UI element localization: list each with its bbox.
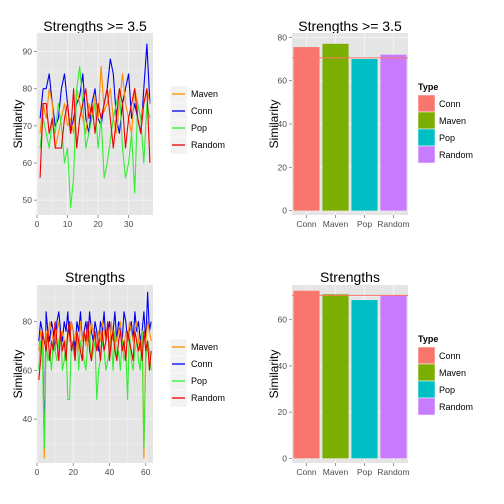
y-tick-label: 40 bbox=[23, 414, 33, 424]
legend-label: Pop bbox=[191, 376, 207, 386]
y-tick-label: 60 bbox=[278, 76, 288, 86]
chart-title: Strengths bbox=[320, 269, 380, 285]
legend-title: Type bbox=[418, 82, 438, 92]
x-tick-label: Pop bbox=[357, 467, 372, 477]
bar-conn bbox=[293, 47, 320, 211]
series-line-pop bbox=[38, 330, 152, 449]
x-tick-label: 30 bbox=[124, 219, 134, 229]
bar-maven bbox=[322, 294, 349, 459]
chart-panel-4: Strengths Similarity 0 20 40 60 Conn Maven Pop Ra… bbox=[267, 269, 473, 477]
x-tick-label: Random bbox=[377, 467, 409, 477]
legend-label: Random bbox=[439, 150, 473, 160]
y-tick-label: 60 bbox=[23, 158, 33, 168]
legend-label: Pop bbox=[191, 123, 207, 133]
gridlines bbox=[36, 32, 153, 215]
chart-title: Strengths >= 3.5 bbox=[43, 18, 147, 34]
y-tick-label: 80 bbox=[23, 317, 33, 327]
legend-label: Conn bbox=[191, 106, 213, 116]
legend-swatch-pop bbox=[417, 380, 436, 399]
legend-label: Maven bbox=[439, 116, 466, 126]
y-tick-label: 60 bbox=[23, 365, 33, 375]
legend-label: Random bbox=[191, 140, 225, 150]
y-axis-label: Similarity bbox=[11, 100, 25, 149]
legend-label: Pop bbox=[439, 133, 455, 143]
legend-swatch-maven bbox=[417, 363, 436, 382]
y-tick-label: 0 bbox=[282, 453, 287, 463]
legend-title: Type bbox=[418, 334, 438, 344]
y-tick-label: 20 bbox=[278, 407, 288, 417]
chart-title: Strengths >= 3.5 bbox=[298, 18, 402, 34]
x-tick-label: Conn bbox=[296, 467, 317, 477]
legend-label: Maven bbox=[439, 368, 466, 378]
series-line-pop bbox=[39, 65, 151, 209]
chart-title: Strengths bbox=[65, 269, 125, 285]
plot-background bbox=[37, 33, 153, 215]
y-tick-label: 0 bbox=[282, 206, 287, 216]
plot-background bbox=[37, 285, 153, 463]
y-axis-label: Similarity bbox=[267, 100, 281, 149]
x-tick-label: 20 bbox=[93, 219, 103, 229]
legend-label: Random bbox=[191, 393, 225, 403]
legend-label: Conn bbox=[439, 99, 461, 109]
bar-random bbox=[380, 295, 407, 459]
legend-label: Conn bbox=[439, 351, 461, 361]
legend-swatch-pop bbox=[417, 128, 436, 147]
y-tick-label: 80 bbox=[278, 32, 288, 42]
x-tick-label: 60 bbox=[141, 467, 151, 477]
y-axis-label: Similarity bbox=[267, 350, 281, 399]
y-tick-label: 80 bbox=[23, 84, 33, 94]
x-tick-label: 0 bbox=[35, 219, 40, 229]
y-tick-label: 60 bbox=[278, 315, 288, 325]
series-line-conn bbox=[38, 291, 152, 445]
bar-maven bbox=[322, 43, 349, 211]
legend-swatch-conn bbox=[417, 94, 436, 113]
x-tick-label: Maven bbox=[323, 467, 349, 477]
legend-swatch-maven bbox=[417, 111, 436, 130]
legend-label: Maven bbox=[191, 342, 218, 352]
chart-panel-3: Strengths Similarity 40 60 80 0 20 40 60 Maven Con… bbox=[11, 269, 225, 477]
legend-label: Random bbox=[439, 402, 473, 412]
x-tick-label: Pop bbox=[357, 219, 372, 229]
legend-label: Maven bbox=[191, 89, 218, 99]
legend-swatch-random bbox=[417, 145, 436, 164]
chart-panel-2: Strengths >= 3.5 Similarity 0 20 40 60 80 Conn M… bbox=[267, 18, 473, 229]
y-tick-label: 20 bbox=[278, 162, 288, 172]
legend: Maven Conn Pop Random bbox=[169, 85, 225, 155]
series-line-random bbox=[38, 321, 152, 381]
legend-label: Conn bbox=[191, 359, 213, 369]
legend: Maven Conn Pop Random bbox=[169, 338, 225, 408]
y-tick-label: 50 bbox=[23, 195, 33, 205]
y-axis-label: Similarity bbox=[11, 350, 25, 399]
y-tick-label: 70 bbox=[23, 121, 33, 131]
x-tick-label: 20 bbox=[69, 467, 79, 477]
y-tick-label: 90 bbox=[23, 47, 33, 57]
x-tick-label: Conn bbox=[296, 219, 317, 229]
legend-swatch-conn bbox=[417, 346, 436, 365]
x-tick-label: 0 bbox=[35, 467, 40, 477]
x-tick-label: Random bbox=[377, 219, 409, 229]
bar-pop bbox=[351, 59, 378, 211]
series-line-random bbox=[39, 88, 151, 178]
legend-label: Pop bbox=[439, 385, 455, 395]
legend-swatch-random bbox=[417, 397, 436, 416]
bar-random bbox=[380, 54, 407, 211]
y-tick-label: 40 bbox=[278, 119, 288, 129]
x-tick-label: 10 bbox=[63, 219, 73, 229]
bar-conn bbox=[293, 290, 320, 459]
series-line-conn bbox=[39, 43, 151, 134]
chart-panel-1: Strengths >= 3.5 Similarity 50 60 70 80 90 0 10 2… bbox=[11, 18, 225, 229]
bar-pop bbox=[351, 300, 378, 459]
x-tick-label: Maven bbox=[323, 219, 349, 229]
y-tick-label: 40 bbox=[278, 361, 288, 371]
x-tick-label: 40 bbox=[105, 467, 115, 477]
